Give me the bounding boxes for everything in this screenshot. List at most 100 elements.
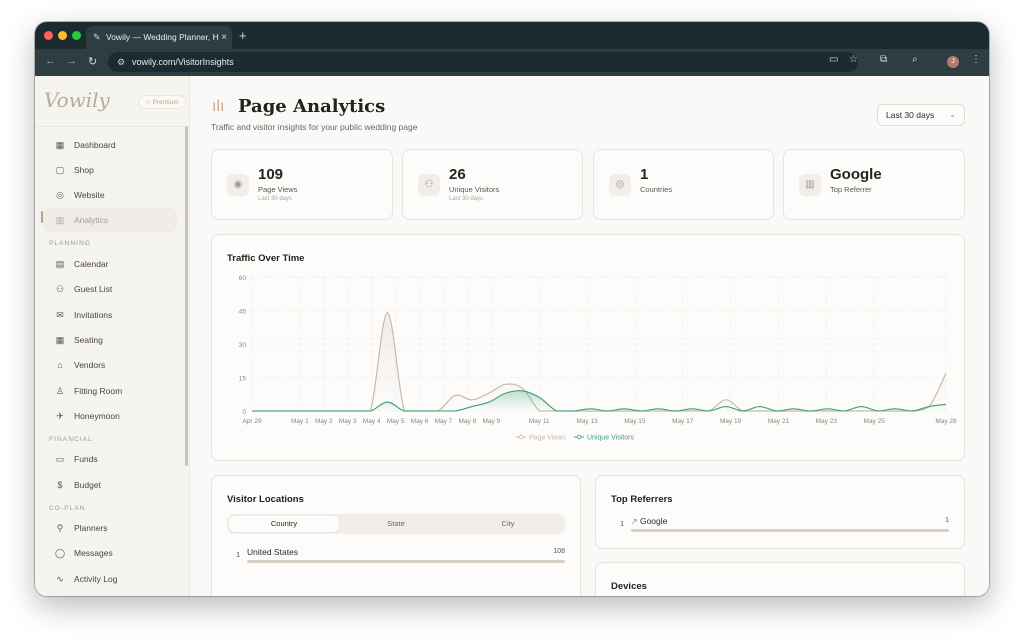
- browser-titlebar: ✎ Vowily — Wedding Planner, H × +: [35, 22, 989, 49]
- sidebar-item-invitations[interactable]: ✉ Invitations: [43, 303, 177, 327]
- location-bar-fill: [247, 560, 565, 563]
- referrer-name[interactable]: ↗ Google: [631, 516, 667, 526]
- sidebar-item-label: Funds: [74, 454, 98, 464]
- date-range-value: Last 30 days: [886, 110, 935, 120]
- legend-unique-visitors-marker: [576, 434, 582, 440]
- sidebar-item-funds[interactable]: ▭ Funds: [43, 447, 177, 471]
- stat-label: Unique Visitors: [449, 185, 500, 194]
- x-tick-label: May 4: [363, 418, 381, 425]
- stat-label: Countries: [640, 185, 673, 194]
- sidebar-item-budget[interactable]: $ Budget: [43, 473, 177, 497]
- x-tick-label: May 23: [816, 418, 838, 425]
- date-range-select[interactable]: Last 30 days ⌄: [877, 104, 965, 126]
- dollar-icon: $: [57, 480, 63, 490]
- activity-icon: ∿: [56, 574, 64, 584]
- section-label-planning: PLANNING: [49, 240, 92, 247]
- site-favicon-icon: ✎: [93, 32, 101, 42]
- browser-menu-icon[interactable]: ⋮: [971, 54, 981, 65]
- tab-state[interactable]: State: [387, 519, 405, 528]
- sidebar-item-website[interactable]: ◎ Website: [43, 183, 177, 207]
- tab-title: Vowily — Wedding Planner, H: [106, 32, 219, 42]
- devices-title: Devices: [611, 581, 647, 592]
- mail-icon: ✉: [56, 310, 64, 320]
- close-window-button[interactable]: [44, 31, 53, 40]
- sidebar-item-shop[interactable]: ▢ Shop: [43, 158, 177, 182]
- stat-value: 1: [640, 166, 649, 183]
- x-tick-label: May 21: [768, 418, 790, 425]
- location-rank: 1: [236, 550, 241, 559]
- sidebar-item-guest-list[interactable]: ⚇ Guest List: [43, 277, 177, 301]
- sidebar-item-activity-log[interactable]: ∿ Activity Log: [43, 567, 177, 591]
- vowily-logo[interactable]: Vowily: [44, 88, 110, 112]
- sidebar-item-analytics[interactable]: ▥ Analytics: [43, 208, 177, 232]
- top-referrers-title: Top Referrers: [611, 494, 673, 505]
- x-tick-label: May 11: [529, 418, 550, 425]
- sidebar-item-label: Analytics: [74, 215, 109, 225]
- stat-note: Last 30 days: [258, 196, 293, 202]
- globe-icon: ◎: [609, 174, 631, 196]
- x-tick-label: May 3: [339, 418, 357, 425]
- premium-badge[interactable]: ☆ Premium: [138, 95, 186, 109]
- x-tick-label: May 2: [315, 418, 333, 425]
- x-tick-label: May 28: [935, 418, 957, 425]
- stat-value: 109: [258, 166, 284, 183]
- tab-country[interactable]: Country: [229, 516, 339, 532]
- tab-close-icon[interactable]: ×: [221, 32, 227, 43]
- bar-chart-icon: ▥: [799, 174, 821, 196]
- profile-avatar[interactable]: J: [947, 56, 959, 68]
- sidebar: Vowily ☆ Premium ▦ Dashboard ▢ Shop ◎ We…: [35, 76, 190, 596]
- sidebar-item-dashboard[interactable]: ▦ Dashboard: [43, 133, 177, 157]
- referrer-rank: 1: [620, 519, 625, 528]
- referrer-bar: [631, 529, 949, 532]
- x-tick-label: May 17: [672, 418, 694, 425]
- visitor-locations-card: Visitor Locations Country State City 1 U…: [211, 475, 581, 596]
- new-tab-button[interactable]: +: [239, 28, 247, 43]
- extensions-icon[interactable]: ⧉: [880, 54, 888, 65]
- referrer-label: Google: [639, 516, 668, 526]
- tab-city[interactable]: City: [501, 519, 515, 528]
- site-settings-icon[interactable]: ⚙: [117, 57, 126, 67]
- y-tick-label: 30: [239, 342, 247, 349]
- stat-card-top-referrer: ▥ Google Top Referrer: [783, 149, 965, 220]
- sidebar-item-vendors[interactable]: ⌂ Vendors: [43, 353, 177, 377]
- sidebar-item-calendar[interactable]: ▤ Calendar: [43, 252, 177, 276]
- sidebar-item-honeymoon[interactable]: ✈ Honeymoon: [43, 404, 177, 428]
- search-tabs-icon[interactable]: ⌕: [912, 54, 918, 65]
- bookmark-star-icon[interactable]: ☆: [849, 54, 858, 65]
- sidebar-item-messages[interactable]: ◯ Messages: [43, 541, 177, 565]
- legend-page-views-marker: [518, 434, 524, 440]
- guests-icon: ⚇: [55, 284, 65, 294]
- sidebar-item-label: Shop: [74, 165, 94, 175]
- page-title: Page Analytics: [238, 96, 386, 117]
- forward-icon[interactable]: →: [66, 55, 77, 67]
- back-icon[interactable]: ←: [45, 55, 56, 67]
- page-views-line: [251, 312, 947, 412]
- minimize-window-button[interactable]: [58, 31, 67, 40]
- sidebar-item-planners[interactable]: ⚲ Planners: [43, 516, 177, 540]
- browser-tab[interactable]: ✎ Vowily — Wedding Planner, H ×: [86, 26, 232, 49]
- unique-visitors-line: [251, 390, 947, 412]
- x-tick-label: May 5: [387, 418, 405, 425]
- sidebar-item-fitting-room[interactable]: ♙ Fitting Room: [43, 379, 177, 403]
- plane-icon: ✈: [56, 411, 64, 421]
- sidebar-item-label: Calendar: [74, 259, 109, 269]
- sidebar-item-label: Invitations: [74, 310, 113, 320]
- maximize-window-button[interactable]: [72, 31, 81, 40]
- location-count: 108: [553, 548, 565, 555]
- sidebar-item-seating[interactable]: ▦ Seating: [43, 328, 177, 352]
- location-tabs: Country State City: [227, 514, 565, 534]
- sidebar-scrollbar[interactable]: [185, 126, 188, 466]
- sidebar-item-label: Honeymoon: [74, 411, 120, 421]
- address-bar[interactable]: ⚙ vowily.com/VisitorInsights: [108, 52, 858, 72]
- sidebar-item-label: Guest List: [74, 284, 113, 294]
- reload-icon[interactable]: ↻: [88, 56, 98, 68]
- external-link-icon: ↗: [631, 517, 640, 526]
- cast-icon[interactable]: ▭: [829, 54, 839, 65]
- y-tick-label: 60: [239, 275, 247, 282]
- shop-icon: ▢: [55, 165, 65, 175]
- x-tick-label: May 13: [576, 418, 598, 425]
- traffic-line-chart[interactable]: 0 15 30 45 60 Apr 29 May 1 May 2 May 3 May 4 May 5…: [212, 235, 966, 462]
- dress-icon: ♙: [55, 386, 65, 396]
- sidebar-item-label: Website: [74, 190, 105, 200]
- x-tick-label: May 7: [435, 418, 453, 425]
